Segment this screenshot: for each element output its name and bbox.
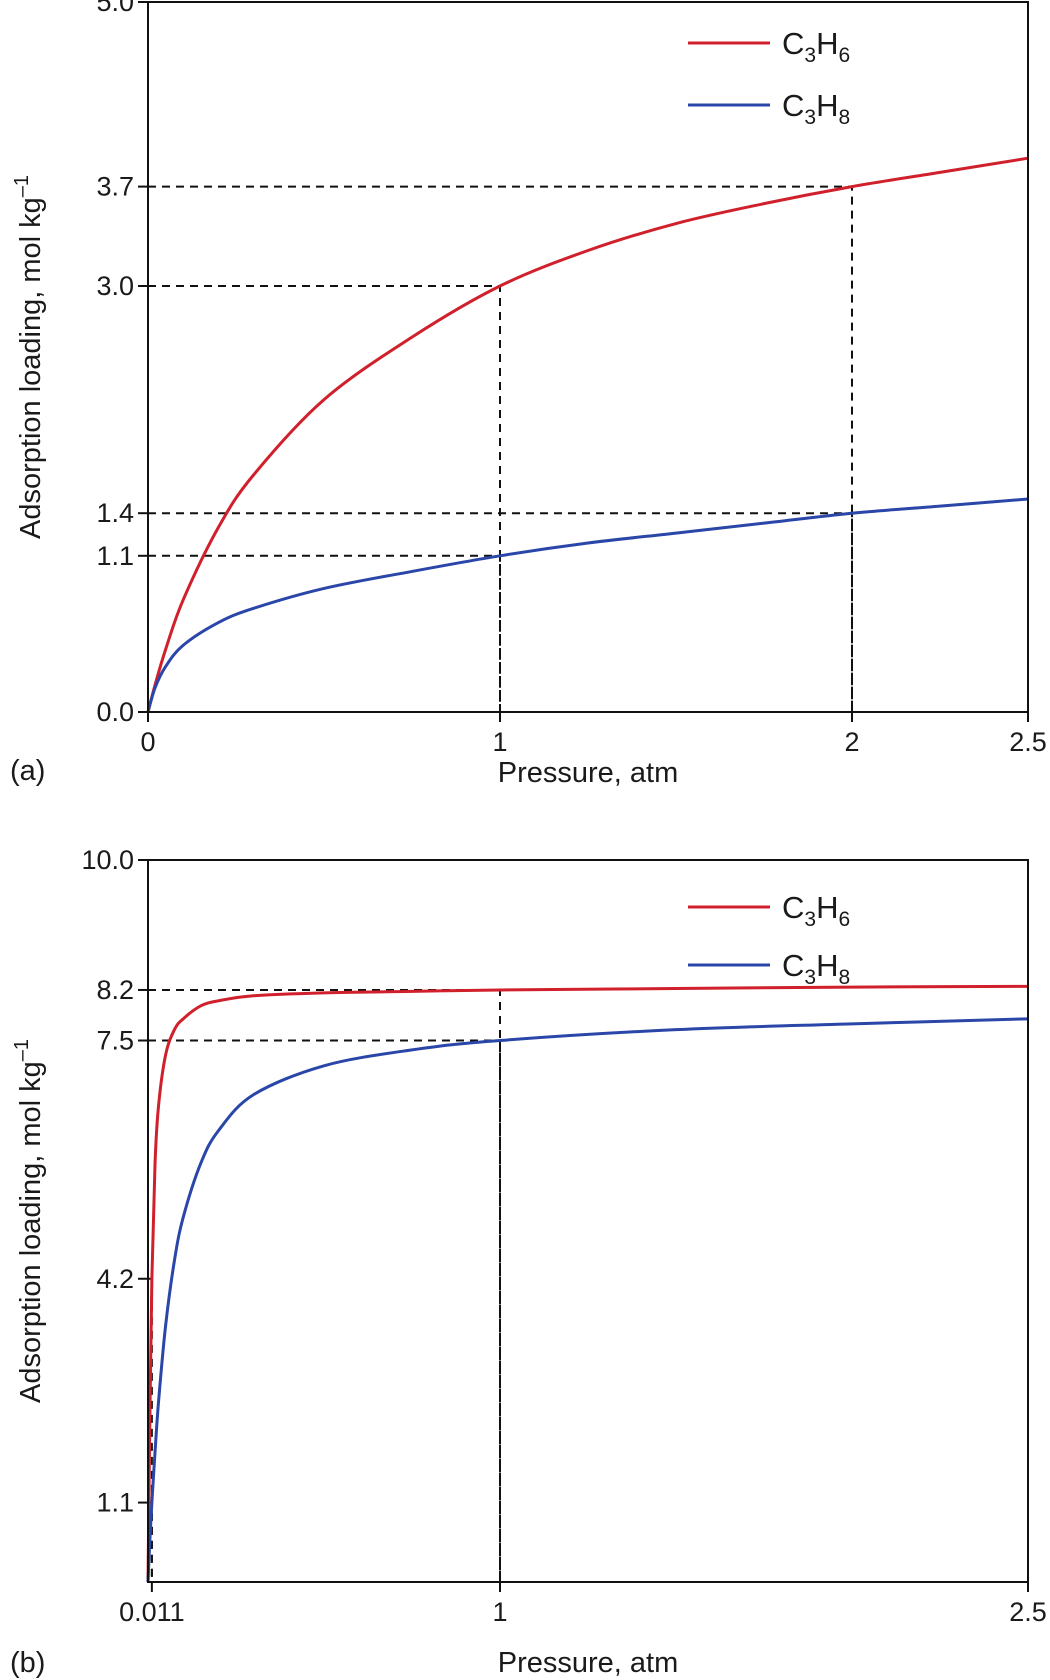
panel-label: (b) — [10, 1647, 45, 1679]
x-tick-label: 0 — [140, 727, 155, 757]
y-axis-title: Adsorption loading, mol kg–1 — [11, 1039, 47, 1403]
plot-frame — [147, 859, 1029, 1583]
y-tick-label: 0.0 — [96, 697, 134, 727]
legend-formula-part: 3 — [804, 908, 816, 931]
guide-line — [148, 285, 501, 712]
legend-label-c3h6: C3H6 — [782, 26, 850, 67]
legend-formula-part: C — [782, 890, 804, 925]
legend-formula-part: H — [816, 890, 838, 925]
x-tick-label: 2 — [844, 727, 859, 757]
y-tick-label: 3.7 — [96, 172, 134, 202]
y-tick-label: 4.2 — [96, 1264, 134, 1294]
legend-formula-part: C — [782, 88, 804, 123]
y-axis-title-superscript: –1 — [11, 1039, 33, 1061]
series-line-c3h8 — [146, 497, 1029, 713]
x-tick-label: 1 — [492, 727, 507, 757]
legend-label-c3h6: C3H6 — [782, 890, 850, 931]
x-tick-label: 2.5 — [1009, 1597, 1047, 1627]
legend-formula-part: 8 — [838, 106, 850, 129]
plot-frame — [147, 1, 1029, 713]
x-tick-label: 0.011 — [119, 1597, 185, 1627]
legend-label-c3h8: C3H8 — [782, 88, 850, 129]
y-tick-label: 1.1 — [96, 1488, 134, 1518]
y-tick-label: 1.4 — [96, 498, 134, 528]
y-tick-label: 3.0 — [96, 271, 134, 301]
x-tick-label: 1 — [492, 1597, 507, 1627]
y-tick-label: 5.0 — [96, 0, 134, 17]
x-axis-title: Pressure, atm — [498, 757, 679, 789]
legend-formula-part: 6 — [838, 44, 850, 67]
y-axis-title: Adsorption loading, mol kg–1 — [11, 175, 47, 539]
y-tick-label: 1.1 — [96, 541, 134, 571]
legend-formula-part: 6 — [838, 908, 850, 931]
legend-label-c3h8: C3H8 — [782, 948, 850, 989]
y-axis-title-superscript: –1 — [11, 175, 33, 197]
y-tick-label: 7.5 — [96, 1026, 134, 1056]
series-line-c3h8 — [146, 1017, 1029, 1583]
legend-formula-part: C — [782, 948, 804, 983]
legend-formula-part: H — [816, 948, 838, 983]
chart-panel-a: 0.0 1.1 1.4 3.0 3.7 5.0 0 1 2 2.5 Pressure, atm Ads… — [10, 0, 1047, 789]
legend-formula-part: 8 — [838, 966, 850, 989]
series-line-c3h6 — [146, 984, 1029, 1583]
legend-formula-part: 3 — [804, 106, 816, 129]
panel-label: (a) — [10, 755, 45, 787]
chart-panel-b: 1.1 4.2 7.5 8.2 10.0 0.011 1 2.5 Pressure, atm Ad… — [10, 845, 1047, 1679]
guide-line — [148, 988, 501, 1582]
legend-formula-part: H — [816, 88, 838, 123]
y-tick-label: 10.0 — [81, 845, 134, 875]
guide-line — [148, 185, 853, 712]
legend-formula-part: H — [816, 26, 838, 61]
legend-formula-part: 3 — [804, 44, 816, 67]
guide-line — [148, 1039, 501, 1582]
x-axis-title: Pressure, atm — [498, 1647, 679, 1679]
series-line-c3h6 — [146, 156, 1029, 713]
legend-formula-part: 3 — [804, 966, 816, 989]
x-tick-label: 2.5 — [1009, 727, 1047, 757]
y-tick-label: 8.2 — [96, 975, 134, 1005]
legend-formula-part: C — [782, 26, 804, 61]
